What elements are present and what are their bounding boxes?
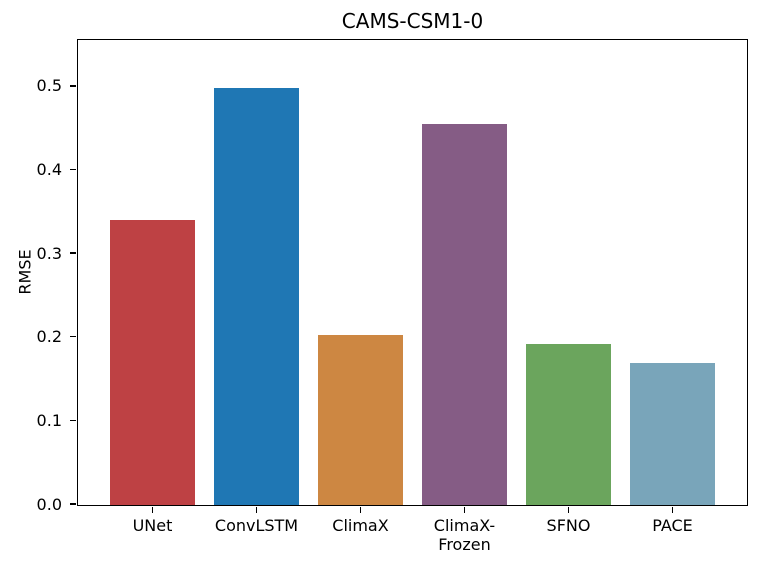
x-tick-mark-unet: [151, 507, 154, 513]
bar-climax-frozen: [422, 123, 507, 505]
y-tick-label-0.3: 0.3: [36, 243, 62, 263]
x-tick-label-sfno: SFNO: [546, 516, 591, 535]
y-tick-mark-0.5: [70, 85, 76, 87]
bar-unet: [110, 219, 195, 505]
y-tick-label-0.2: 0.2: [36, 327, 62, 347]
chart-title: CAMS-CSM1-0: [341, 9, 484, 33]
y-tick-mark-0.3: [70, 252, 76, 254]
y-tick-mark-0.4: [70, 168, 76, 171]
x-tick-mark-convlstm: [255, 507, 258, 513]
y-tick-mark-0.1: [70, 419, 76, 422]
y-tick-label-0.5: 0.5: [36, 76, 62, 96]
x-tick-mark-pace: [671, 507, 674, 513]
y-tick-mark-0.2: [70, 336, 76, 338]
x-tick-label-climax-frozen: ClimaX- Frozen: [433, 516, 496, 554]
y-tick-label-0.4: 0.4: [36, 160, 62, 180]
bar-sfno: [526, 344, 611, 505]
x-tick-label-convlstm: ConvLSTM: [214, 516, 299, 535]
x-tick-label-unet: UNet: [132, 516, 173, 535]
y-tick-label-0.0: 0.0: [36, 494, 62, 514]
bar-climax: [318, 335, 403, 505]
bar-convlstm: [214, 87, 299, 505]
x-tick-label-pace: PACE: [652, 516, 693, 535]
x-tick-mark-climax-frozen: [463, 507, 466, 513]
x-tick-label-climax: ClimaX: [332, 516, 389, 535]
x-tick-mark-climax: [359, 507, 362, 513]
y-tick-label-0.1: 0.1: [36, 410, 62, 430]
bar-pace: [630, 362, 715, 505]
plot-area: UNet ConvLSTM ClimaX ClimaX- Frozen SFNO PACE…: [37, 39, 748, 554]
y-tick-mark-0.0: [70, 503, 76, 505]
x-tick-mark-sfno: [567, 507, 570, 513]
